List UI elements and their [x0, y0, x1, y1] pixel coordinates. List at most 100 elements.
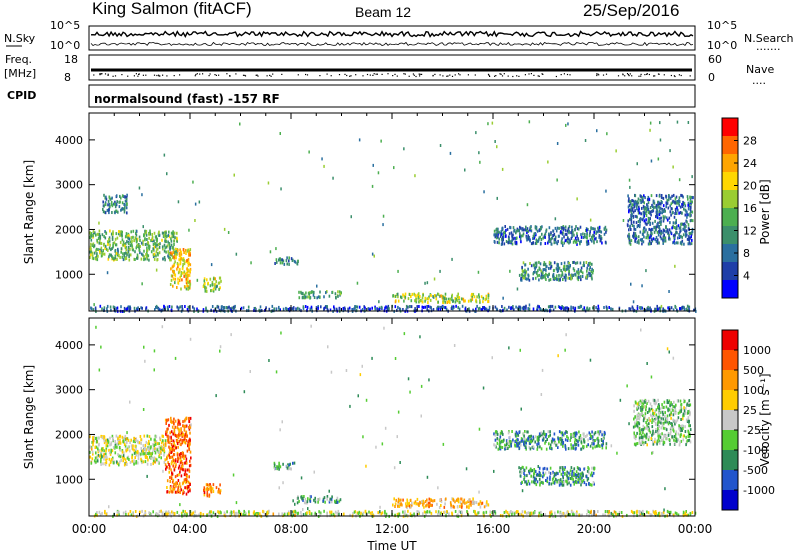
power-cell [477, 307, 480, 311]
velocity-cell [654, 399, 657, 403]
power-cell [573, 260, 575, 264]
power-cell [691, 196, 694, 200]
velocity-cell [638, 439, 641, 443]
velocity-cell [116, 445, 118, 449]
power-cell [637, 239, 640, 243]
power-cell [552, 308, 555, 312]
velocity-cell [638, 401, 640, 405]
velocity-cell [589, 444, 592, 448]
power-cell [543, 235, 546, 239]
power-cell [458, 296, 461, 300]
velocity-cell [186, 484, 189, 488]
velocity-cell [538, 466, 541, 470]
velocity-cell [300, 510, 302, 514]
velocity-cell [129, 441, 131, 444]
velocity-cell [92, 436, 94, 439]
power-cell [90, 253, 92, 257]
power-cell [218, 276, 221, 280]
power-cell [99, 236, 102, 240]
power-cell [373, 254, 375, 258]
power-cell [179, 305, 182, 309]
power-cell [521, 306, 524, 310]
power-cell [663, 236, 665, 240]
velocity-cell [549, 477, 551, 481]
power-cell [651, 210, 653, 213]
power-cell [534, 234, 536, 238]
power-cell [141, 193, 143, 197]
power-cell [164, 237, 167, 241]
power-cell [413, 292, 415, 296]
power-cell [108, 239, 111, 243]
velocity-cell [105, 455, 108, 459]
velocity-cell [166, 434, 169, 438]
velocity-cell [206, 487, 208, 491]
velocity-cell [566, 477, 569, 481]
power-cell [662, 215, 665, 219]
power-cell [185, 260, 187, 264]
power-ytick-label: 3000 [55, 179, 83, 192]
velocity-cell [689, 428, 692, 432]
power-cell [174, 247, 177, 251]
nave-point [657, 73, 660, 75]
nave-point [104, 73, 107, 75]
velocity-cell [309, 499, 312, 503]
power-cell [173, 263, 175, 267]
power-cell [642, 233, 644, 237]
power-cell [637, 201, 640, 205]
power-cell [576, 232, 578, 236]
power-cell [368, 308, 371, 312]
velocity-cell [549, 430, 551, 434]
nave-point [319, 75, 321, 77]
power-cell [91, 251, 94, 255]
velocity-cell [180, 427, 182, 431]
power-colorbar-tick: 8 [743, 247, 750, 260]
power-cell [569, 240, 571, 244]
power-cell [534, 225, 537, 229]
velocity-cell [150, 452, 152, 456]
velocity-cell [561, 433, 564, 437]
power-cell [555, 240, 557, 244]
velocity-cell [645, 421, 647, 424]
velocity-cell [662, 410, 665, 414]
power-cell [233, 305, 235, 309]
power-cell [587, 263, 589, 267]
velocity-cell [101, 436, 104, 440]
velocity-cell [536, 445, 539, 449]
nave-point [503, 73, 505, 75]
power-cell [577, 237, 579, 241]
velocity-cell [148, 439, 150, 443]
power-colorbar-tick: 20 [743, 180, 757, 193]
power-cell [168, 242, 171, 246]
power-cell [671, 211, 674, 215]
velocity-cell [592, 481, 595, 484]
power-cell [219, 286, 221, 290]
velocity-cell [168, 456, 171, 460]
velocity-cell [156, 448, 159, 452]
velocity-cell [215, 486, 218, 490]
power-cell [439, 269, 441, 273]
velocity-cell [94, 446, 97, 449]
power-cell [536, 274, 539, 278]
power-cell [511, 238, 513, 242]
velocity-cell [118, 441, 120, 444]
power-cell [568, 270, 570, 273]
power-cell [568, 276, 571, 280]
velocity-cell [501, 440, 504, 444]
power-cell [132, 229, 135, 233]
power-cell [106, 307, 108, 311]
velocity-cell [219, 490, 221, 494]
power-cell [310, 305, 313, 309]
velocity-cell [639, 415, 641, 419]
velocity-cell [152, 462, 154, 466]
power-colorbar-swatch [722, 280, 738, 299]
power-cell [557, 234, 560, 238]
velocity-cell [527, 437, 529, 441]
velocity-cell [189, 431, 191, 435]
velocity-cell [182, 468, 184, 472]
power-cell [548, 278, 550, 282]
velocity-cell [515, 430, 518, 434]
velocity-cell [542, 437, 545, 441]
power-cell [115, 232, 118, 236]
power-cell [554, 305, 557, 309]
power-cell [605, 305, 608, 309]
